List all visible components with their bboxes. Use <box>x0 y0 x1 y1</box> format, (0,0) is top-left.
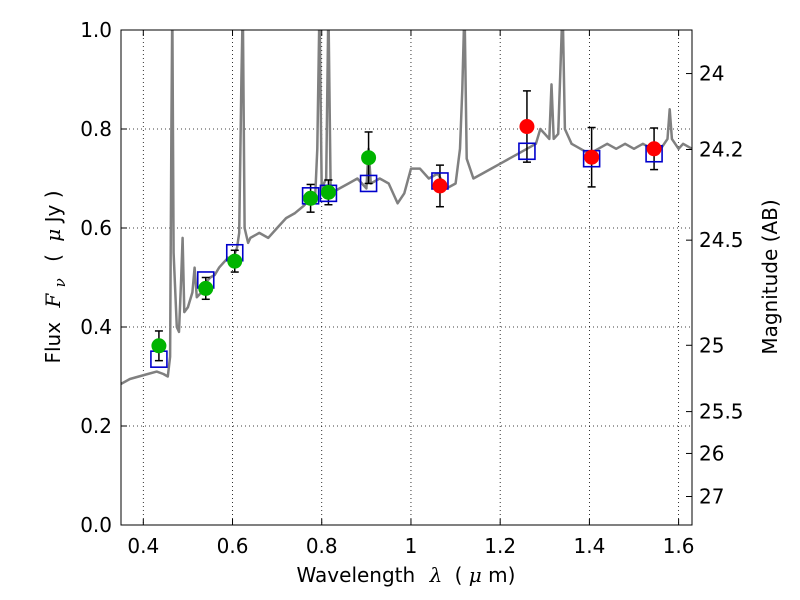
x-axis-label: Wavelength λ ( μ m) <box>297 563 516 587</box>
y-tick-label: 0.8 <box>80 117 112 141</box>
y-axis-label-unit-rest: Jy ) <box>41 190 65 224</box>
x-axis-label-text: Wavelength <box>297 563 416 587</box>
y-axis-ticks: 0.0 0.2 0.4 0.6 0.8 1.0 <box>80 18 127 537</box>
x-tick-label: 0.6 <box>217 534 249 558</box>
y-axis-label-unit-mu: μ <box>41 229 65 242</box>
model-spectrum-line <box>121 30 692 385</box>
y-tick-label: 0.0 <box>80 513 112 537</box>
x-axis-label-unit-mu: μ <box>469 563 482 587</box>
x-tick-label: 1.2 <box>484 534 516 558</box>
x-tick-label: 1.6 <box>663 534 695 558</box>
model-photometry-box <box>359 174 378 193</box>
y-tick-label: 0.6 <box>80 216 112 240</box>
y2-tick-label: 24.2 <box>699 138 744 162</box>
x-axis-label-symbol: λ <box>429 563 443 587</box>
model-photometry-box <box>518 142 536 161</box>
y-axis-label-subscript: ν <box>51 278 69 287</box>
nir-point <box>519 119 535 135</box>
x-axis-label-unit-rest: m) <box>488 563 515 587</box>
y2-tick-label: 24 <box>699 62 724 86</box>
y2-tick-label: 25 <box>699 333 724 357</box>
y-tick-label: 1.0 <box>80 18 112 42</box>
y2-tick-label: 25.5 <box>699 400 744 424</box>
x-tick-label: 1 <box>405 534 418 558</box>
optical-point <box>303 190 319 206</box>
y-tick-label: 0.2 <box>80 414 112 438</box>
x-axis-ticks: 0.4 0.6 0.8 1 1.2 1.4 1.6 <box>127 30 695 558</box>
model-photometry-boxes <box>150 142 663 368</box>
y-axis-label-unit-open: ( <box>41 254 65 262</box>
nir-point <box>432 178 448 194</box>
y2-axis-label: Magnitude (AB) <box>758 199 782 354</box>
y2-tick-label: 24.5 <box>699 228 744 252</box>
y-axis-label: Flux F ν ( μ Jy ) <box>41 190 70 363</box>
errorbars <box>154 90 659 362</box>
optical-point <box>361 150 377 166</box>
y2-tick-label: 27 <box>699 485 724 509</box>
plot-frame <box>120 29 693 526</box>
y-axis-label-symbol: F <box>41 293 65 309</box>
nir-point <box>646 141 662 157</box>
y-tick-label: 0.4 <box>80 315 112 339</box>
x-tick-label: 0.4 <box>127 534 159 558</box>
optical-point <box>198 280 214 296</box>
nir-point <box>584 149 600 165</box>
y2-tick-label: 26 <box>699 441 724 465</box>
model-spectrum <box>121 30 692 385</box>
y2-axis-ticks: 24 24.2 24.5 25 25.5 26 27 <box>686 62 744 509</box>
x-tick-label: 1.4 <box>573 534 605 558</box>
grid-lines <box>121 29 692 526</box>
optical-point <box>320 184 336 200</box>
optical-point <box>151 338 167 354</box>
observed-points <box>151 119 662 354</box>
optical-point <box>227 253 243 269</box>
y-axis-label-text: Flux <box>41 322 65 364</box>
x-tick-label: 0.8 <box>306 534 338 558</box>
x-axis-label-unit-open: ( <box>455 563 463 587</box>
